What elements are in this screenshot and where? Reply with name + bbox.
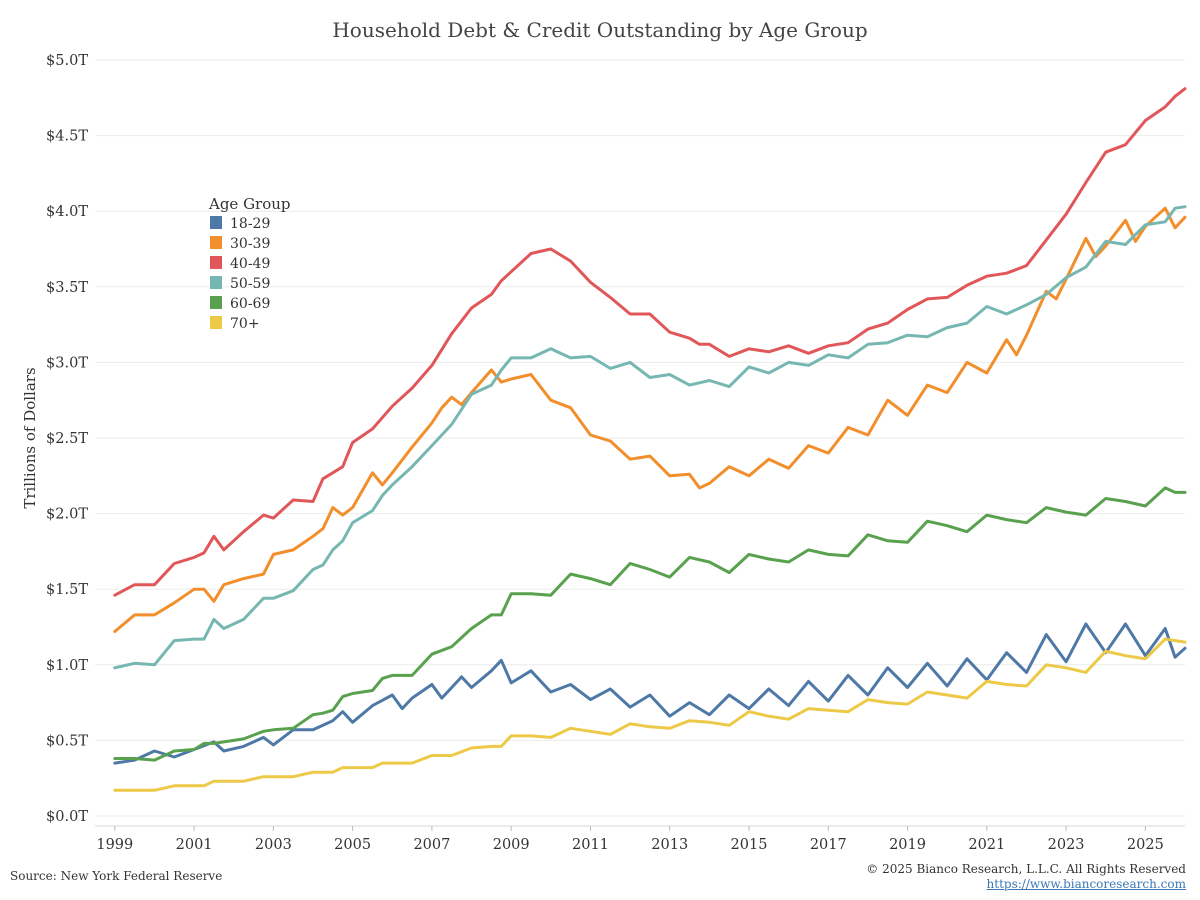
legend: Age Group 18-29 30-39 40-49 50-59 60-69 70+ [208,195,291,332]
legend-swatch [210,276,222,289]
x-tick-label: 2011 [572,837,609,853]
series-line-70+ [113,637,1187,792]
legend-swatch [210,256,222,269]
legend-title: Age Group [208,195,291,213]
y-tick-label: $4.0T [46,204,88,220]
legend-label: 40-49 [230,256,270,272]
x-tick-label: 2003 [255,837,292,853]
y-axis: $0.0T $0.5T $1.0T $1.5T $2.0T $2.5T $3.0T $3.5T… [46,53,88,825]
x-tick-label: 2025 [1127,837,1164,853]
x-tick-label: 2023 [1048,837,1085,853]
legend-label: 30-39 [230,236,270,252]
series-line-40-49 [113,87,1187,597]
legend-swatch [210,216,222,229]
x-tick-label: 2017 [810,837,847,853]
series-line-18-29 [113,622,1187,765]
y-tick-label: $0.0T [46,809,88,825]
x-tick-label: 2009 [493,837,530,853]
y-tick-label: $2.0T [46,507,88,523]
series-line-50-59 [113,205,1187,670]
line-chart: Household Debt & Credit Outstanding by A… [21,18,1187,853]
y-tick-label: $3.0T [46,355,88,371]
legend-swatch [210,236,222,249]
gridlines [95,59,1185,817]
series-line-60-69 [113,486,1187,762]
y-tick-label: $1.5T [46,582,88,598]
chart-title: Household Debt & Credit Outstanding by A… [332,18,867,42]
x-axis: 1999 2001 2003 2005 2007 2009 2011 2013 2015 2017… [95,825,1185,853]
x-tick-label: 1999 [96,837,133,853]
source-note: Source: New York Federal Reserve [10,869,223,883]
y-tick-label: $0.5T [46,733,88,749]
series-lines [113,87,1187,792]
series-line-30-39 [113,206,1187,633]
copyright-text: © 2025 Bianco Research, L.L.C. All Right… [866,862,1186,876]
legend-label: 18-29 [230,216,270,232]
x-tick-label: 2019 [889,837,926,853]
x-tick-label: 2013 [651,837,688,853]
y-tick-label: $2.5T [46,431,88,447]
y-tick-label: $5.0T [46,53,88,69]
y-tick-label: $3.5T [46,280,88,296]
legend-swatch [210,316,222,329]
y-axis-label: Trillions of Dollars [21,367,39,508]
x-tick-label: 2001 [176,837,213,853]
legend-label: 50-59 [230,276,270,292]
x-tick-label: 2005 [334,837,371,853]
legend-label: 70+ [230,316,260,332]
y-tick-label: $4.5T [46,129,88,145]
x-tick-label: 2007 [413,837,450,853]
y-tick-label: $1.0T [46,658,88,674]
x-tick-label: 2015 [731,837,768,853]
legend-swatch [210,296,222,309]
x-tick-label: 2021 [968,837,1005,853]
website-link[interactable]: https://www.biancoresearch.com [986,877,1186,891]
legend-label: 60-69 [230,296,270,312]
copyright-block: © 2025 Bianco Research, L.L.C. All Right… [866,862,1186,892]
